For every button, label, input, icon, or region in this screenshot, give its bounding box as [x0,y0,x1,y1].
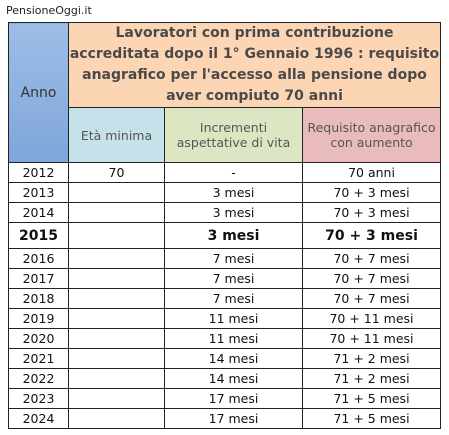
cell-anno: 2021 [8,348,69,369]
table-row: 2013 3 mesi 70 + 3 mesi [8,182,441,203]
cell-eta [68,268,165,289]
cell-anno: 2013 [8,182,69,203]
cell-anno: 2020 [8,328,69,349]
cell-anno: 2014 [8,202,69,223]
cell-eta [68,408,165,429]
cell-requisito: 71 + 5 mesi [302,408,441,429]
cell-incremento: 14 mesi [164,368,303,389]
cell-eta [68,248,165,269]
table-row: 2022 14 mesi 71 + 2 mesi [8,368,441,389]
cell-eta [68,348,165,369]
table-row: 2016 7 mesi 70 + 7 mesi [8,248,441,269]
header-title: Lavoratori con prima contribuzione accre… [68,22,441,108]
table-row: 2014 3 mesi 70 + 3 mesi [8,202,441,223]
table-row: 2018 7 mesi 70 + 7 mesi [8,288,441,309]
cell-requisito: 71 + 5 mesi [302,388,441,409]
cell-requisito: 70 + 11 mesi [302,328,441,349]
cell-requisito: 70 anni [302,162,441,183]
cell-incremento: 17 mesi [164,388,303,409]
table-row: 2017 7 mesi 70 + 7 mesi [8,268,441,289]
cell-eta [68,182,165,203]
table-row: 2023 17 mesi 71 + 5 mesi [8,388,441,409]
cell-incremento: 7 mesi [164,268,303,289]
column-header: Requisito anagrafico con aumento [302,107,441,163]
cell-anno: 2016 [8,248,69,269]
cell-eta [68,328,165,349]
cell-incremento: 14 mesi [164,348,303,369]
cell-eta [68,202,165,223]
table-row: 2012 70-70 anni [8,162,441,183]
cell-eta: 70 [68,162,165,183]
cell-requisito: 70 + 7 mesi [302,248,441,269]
cell-anno: 2023 [8,388,69,409]
cell-requisito: 71 + 2 mesi [302,348,441,369]
column-header: Età minima [68,107,165,163]
cell-eta [68,368,165,389]
cell-requisito: 70 + 7 mesi [302,288,441,309]
table-row: 2020 11 mesi 70 + 11 mesi [8,328,441,349]
table-row: 2019 11 mesi 70 + 11 mesi [8,308,441,329]
cell-incremento: 3 mesi [164,202,303,223]
cell-eta [68,308,165,329]
cell-anno: 2019 [8,308,69,329]
table-row: 2015 3 mesi 70 + 3 mesi [8,222,441,249]
source: PensioneOggi.it [6,4,92,17]
cell-anno: 2015 [8,222,69,249]
table-row: 2021 14 mesi 71 + 2 mesi [8,348,441,369]
cell-eta [68,222,165,249]
cell-requisito: 70 + 7 mesi [302,268,441,289]
cell-incremento: 11 mesi [164,308,303,329]
cell-anno: 2024 [8,408,69,429]
cell-anno: 2022 [8,368,69,389]
cell-incremento: - [164,162,303,183]
cell-incremento: 7 mesi [164,288,303,309]
column-header: Incrementi aspettative di vita [164,107,303,163]
cell-requisito: 70 + 3 mesi [302,222,441,249]
cell-anno: 2012 [8,162,69,183]
header-anno: Anno [8,22,69,163]
table: Anno Lavoratori con prima contribuzione … [8,22,441,429]
cell-incremento: 3 mesi [164,182,303,203]
cell-incremento: 3 mesi [164,222,303,249]
cell-requisito: 71 + 2 mesi [302,368,441,389]
cell-requisito: 70 + 3 mesi [302,182,441,203]
cell-anno: 2017 [8,268,69,289]
cell-anno: 2018 [8,288,69,309]
cell-requisito: 70 + 3 mesi [302,202,441,223]
cell-requisito: 70 + 11 mesi [302,308,441,329]
table-row: 2024 17 mesi 71 + 5 mesi [8,408,441,429]
cell-incremento: 7 mesi [164,248,303,269]
cell-eta [68,288,165,309]
cell-incremento: 17 mesi [164,408,303,429]
cell-eta [68,388,165,409]
cell-incremento: 11 mesi [164,328,303,349]
